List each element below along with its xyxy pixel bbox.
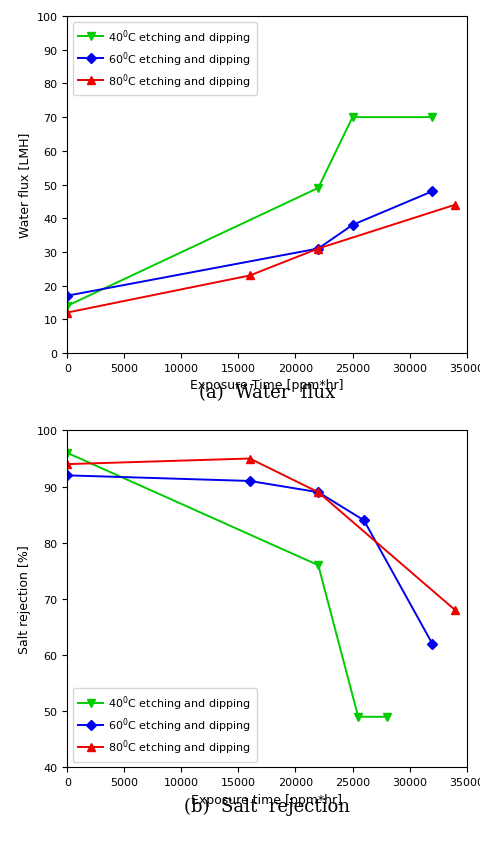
60$^0$C etching and dipping	[429, 187, 434, 197]
Line: 40$^0$C etching and dipping: 40$^0$C etching and dipping	[63, 449, 390, 721]
40$^0$C etching and dipping	[355, 711, 360, 722]
80$^0$C etching and dipping	[315, 245, 321, 255]
40$^0$C etching and dipping	[383, 711, 389, 722]
60$^0$C etching and dipping	[360, 515, 366, 526]
Line: 80$^0$C etching and dipping: 80$^0$C etching and dipping	[63, 455, 458, 614]
60$^0$C etching and dipping	[429, 639, 434, 649]
60$^0$C etching and dipping	[64, 291, 70, 302]
40$^0$C etching and dipping	[64, 448, 70, 458]
Line: 40$^0$C etching and dipping: 40$^0$C etching and dipping	[63, 114, 436, 311]
Legend: 40$^0$C etching and dipping, 60$^0$C etching and dipping, 80$^0$C etching and di: 40$^0$C etching and dipping, 60$^0$C etc…	[73, 23, 256, 96]
60$^0$C etching and dipping	[315, 245, 321, 255]
40$^0$C etching and dipping	[315, 561, 321, 571]
80$^0$C etching and dipping	[246, 454, 252, 464]
X-axis label: Exposure time [ppm*hr]: Exposure time [ppm*hr]	[191, 792, 342, 806]
60$^0$C etching and dipping	[64, 470, 70, 481]
40$^0$C etching and dipping	[429, 112, 434, 123]
X-axis label: Exposure Time [ppm*hr]: Exposure Time [ppm*hr]	[190, 379, 343, 392]
Line: 60$^0$C etching and dipping: 60$^0$C etching and dipping	[64, 472, 435, 648]
Text: (a)  Water  flux: (a) Water flux	[198, 383, 335, 401]
60$^0$C etching and dipping	[246, 476, 252, 486]
Text: (b)  Salt  rejection: (b) Salt rejection	[183, 797, 349, 815]
60$^0$C etching and dipping	[349, 221, 355, 231]
80$^0$C etching and dipping	[451, 605, 457, 615]
40$^0$C etching and dipping	[64, 302, 70, 312]
80$^0$C etching and dipping	[64, 459, 70, 469]
Y-axis label: Water flux [LMH]: Water flux [LMH]	[18, 133, 31, 238]
Y-axis label: Salt rejection [%]: Salt rejection [%]	[18, 545, 31, 653]
Line: 80$^0$C etching and dipping: 80$^0$C etching and dipping	[63, 201, 458, 317]
80$^0$C etching and dipping	[64, 308, 70, 319]
Legend: 40$^0$C etching and dipping, 60$^0$C etching and dipping, 80$^0$C etching and di: 40$^0$C etching and dipping, 60$^0$C etc…	[73, 688, 256, 762]
80$^0$C etching and dipping	[315, 487, 321, 498]
40$^0$C etching and dipping	[349, 112, 355, 123]
60$^0$C etching and dipping	[315, 487, 321, 498]
80$^0$C etching and dipping	[246, 271, 252, 281]
80$^0$C etching and dipping	[451, 200, 457, 210]
40$^0$C etching and dipping	[315, 183, 321, 193]
Line: 60$^0$C etching and dipping: 60$^0$C etching and dipping	[64, 188, 435, 300]
